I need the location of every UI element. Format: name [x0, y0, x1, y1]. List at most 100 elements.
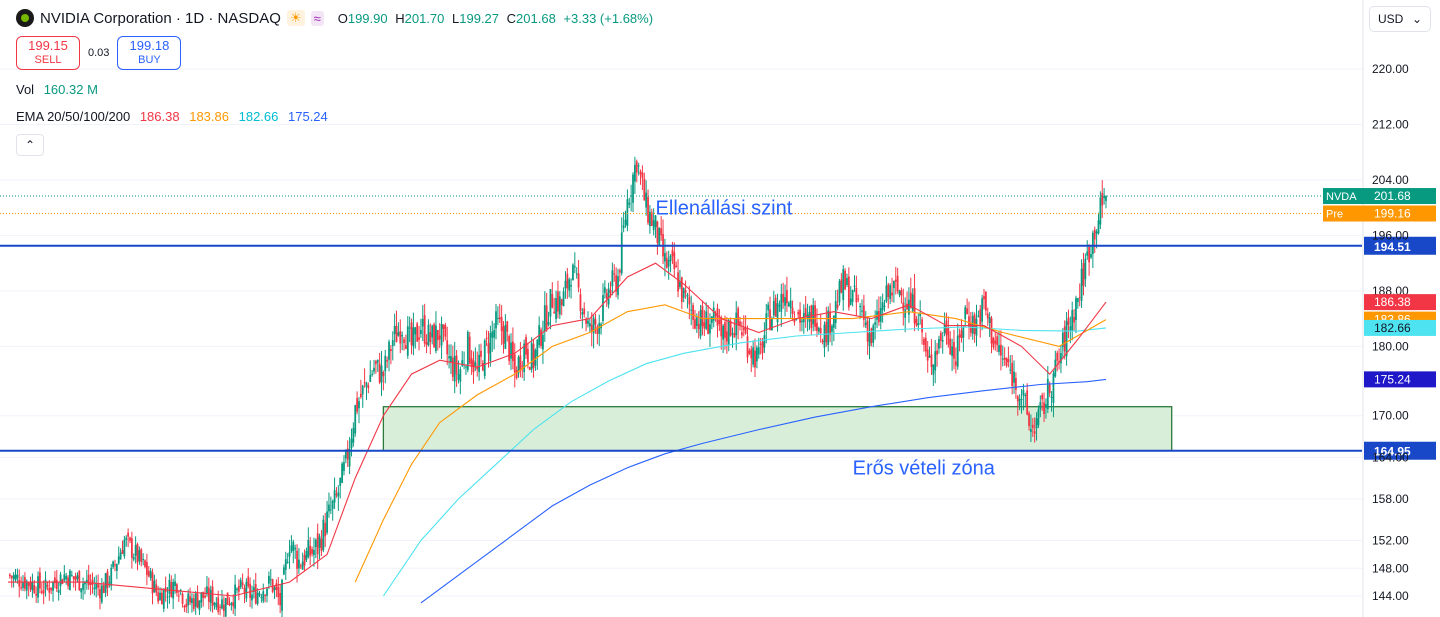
candle-body [1078, 297, 1081, 299]
candle-body [198, 600, 201, 610]
candle-body [333, 490, 336, 503]
candle-body [260, 596, 263, 598]
candle-body [542, 334, 544, 350]
candle-body [525, 337, 527, 355]
candle-body [812, 305, 815, 325]
candle-body [714, 314, 717, 316]
candle-body [305, 550, 308, 560]
candle-body [100, 585, 103, 603]
candle-body [1050, 397, 1053, 399]
candle-body [85, 579, 88, 583]
candle-body [1082, 263, 1085, 286]
candle-body [555, 298, 557, 319]
candle-body [104, 573, 107, 593]
candle-body [222, 604, 225, 612]
candle-body [478, 354, 481, 373]
candle-body [115, 564, 118, 571]
candle-body [23, 577, 26, 589]
candle-body [236, 588, 238, 591]
candle-body [688, 297, 691, 305]
candle-body [55, 579, 58, 590]
candle-body [239, 580, 242, 588]
candle-body [438, 335, 441, 340]
volume-legend[interactable]: Vol 160.32 M [16, 82, 98, 97]
candle-body [797, 311, 800, 315]
candle-body [724, 322, 726, 338]
candle-body [926, 349, 929, 361]
candle-body [733, 332, 736, 338]
candle-body [367, 385, 370, 389]
candle-body [489, 333, 492, 362]
candle-body [765, 313, 768, 330]
candle-body [14, 574, 17, 580]
candle-body [761, 341, 764, 354]
candle-body [821, 340, 824, 343]
candle-body [200, 592, 203, 603]
candle-body [444, 325, 447, 337]
candle-body [87, 574, 90, 586]
candle-body [275, 583, 278, 590]
price-axis[interactable]: 220.00212.00204.00196.00188.00180.00170.… [1362, 0, 1409, 617]
candle-body [639, 171, 642, 175]
ema-legend[interactable]: EMA 20/50/100/200 186.38 183.86 182.66 1… [16, 109, 328, 124]
candle-body [29, 581, 32, 590]
candle-body [213, 602, 216, 605]
candle-body [1069, 326, 1072, 332]
buy-button[interactable]: 199.18 BUY [117, 36, 182, 70]
collapse-legend-button[interactable]: ⌃ [16, 134, 44, 156]
candle-body [170, 582, 173, 597]
candle-body [917, 323, 920, 326]
currency-select[interactable]: USD ⌄ [1369, 6, 1431, 32]
candle-body [519, 355, 522, 371]
candle-body [988, 317, 991, 323]
candle-body [870, 328, 873, 344]
candle-body [256, 592, 259, 605]
candle-body [731, 333, 734, 335]
candle-body [791, 307, 794, 315]
candle-body [602, 295, 604, 322]
candle-body [487, 343, 490, 354]
candle-body [249, 583, 252, 599]
candle-body [557, 291, 559, 312]
candle-body [97, 584, 99, 588]
ema200-line [420, 378, 1107, 604]
sell-button[interactable]: 199.15 SELL [16, 36, 80, 70]
candle-body [1026, 390, 1029, 415]
candle-body [893, 280, 895, 289]
candle-body [311, 549, 313, 554]
candle-body [16, 574, 19, 579]
sun-icon[interactable]: ☀ [286, 10, 305, 26]
candle-body [399, 331, 402, 344]
candle-body [1013, 371, 1015, 383]
candle-body [185, 603, 188, 608]
symbol-title[interactable]: NVIDIA Corporation · 1D · NASDAQ [40, 9, 281, 27]
candle-body [592, 317, 595, 334]
candle-body [410, 322, 413, 346]
candle-body [262, 591, 265, 602]
candle-body [994, 340, 997, 344]
candle-body [1041, 394, 1044, 400]
candle-body [896, 275, 899, 292]
candle-body [842, 269, 845, 300]
candle-body [436, 329, 439, 341]
candle-body [27, 582, 30, 587]
candle-body [408, 327, 411, 329]
candle-body [183, 605, 186, 608]
candle-body [57, 589, 60, 593]
candle-body [962, 326, 965, 338]
candle-body [279, 592, 282, 606]
candle-body [759, 343, 762, 345]
candle-body [78, 571, 81, 591]
wave-icon[interactable]: ≈ [310, 10, 324, 26]
candle-body [611, 270, 614, 287]
candle-body [913, 288, 916, 324]
candle-body [459, 369, 462, 382]
candle-body [196, 593, 199, 608]
candle-body [140, 549, 143, 563]
candle-body [1084, 258, 1087, 280]
candle-body [603, 287, 606, 293]
candle-body [44, 579, 47, 590]
candle-body [102, 585, 105, 593]
candle-body [938, 338, 940, 349]
